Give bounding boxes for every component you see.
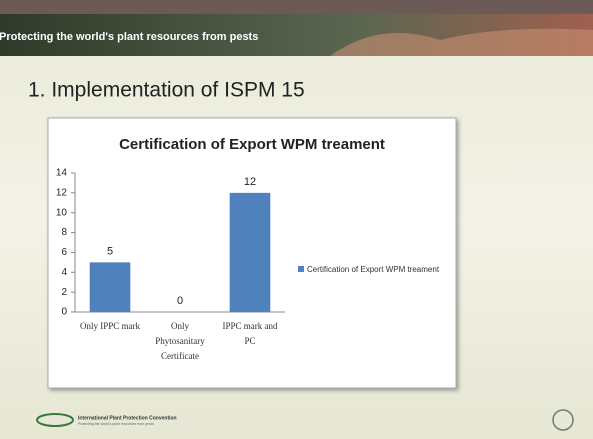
y-tick-label: 8 bbox=[61, 227, 67, 238]
ippc-logo bbox=[37, 414, 73, 426]
y-tick-label: 4 bbox=[61, 267, 67, 278]
fao-logo bbox=[553, 410, 573, 430]
bar bbox=[90, 262, 131, 312]
slide-title: 1. Implementation of ISPM 15 bbox=[28, 79, 305, 102]
bar bbox=[230, 193, 271, 312]
y-tick-label: 12 bbox=[56, 187, 68, 198]
slide-graphics: Protecting the world's plant resources f… bbox=[0, 0, 593, 439]
chart-title: Certification of Export WPM treament bbox=[119, 136, 385, 153]
y-tick-label: 6 bbox=[61, 247, 67, 258]
x-tick-label: IPPC mark and PC bbox=[217, 319, 283, 349]
banner-top bbox=[0, 0, 593, 14]
data-label: 0 bbox=[177, 295, 183, 307]
y-tick-label: 14 bbox=[56, 168, 68, 179]
y-tick-label: 2 bbox=[61, 287, 67, 298]
footer-tagline: Protecting the world's plant resources f… bbox=[78, 422, 154, 426]
data-label: 5 bbox=[107, 245, 113, 257]
x-tick-label: Only IPPC mark bbox=[77, 319, 143, 334]
y-tick-label: 10 bbox=[56, 207, 68, 218]
y-tick-label: 0 bbox=[61, 307, 67, 318]
footer-org: International Plant Protection Conventio… bbox=[78, 415, 177, 421]
data-label: 12 bbox=[244, 176, 256, 188]
banner-text: Protecting the world's plant resources f… bbox=[0, 31, 258, 43]
legend-swatch bbox=[298, 266, 304, 272]
x-tick-label: Only Phytosanitary Certificate bbox=[147, 319, 213, 364]
legend-label: Certification of Export WPM treament bbox=[307, 261, 457, 278]
slide: Protecting the world's plant resources f… bbox=[0, 0, 593, 439]
